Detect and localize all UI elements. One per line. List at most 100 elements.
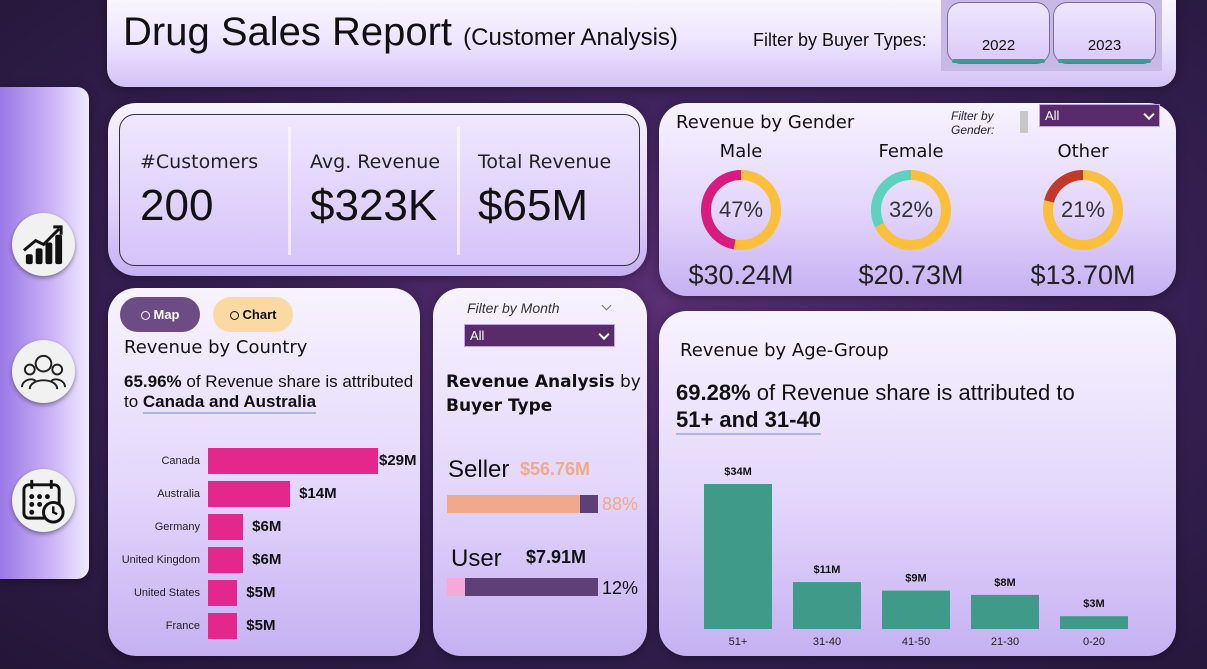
- gender-title: Revenue by Gender: [676, 112, 855, 133]
- gender-filter-scroll[interactable]: [1020, 111, 1028, 133]
- age-share-groups: 51+ and 31-40: [676, 407, 821, 435]
- user-label: User: [451, 545, 502, 572]
- sidebar: [0, 87, 89, 579]
- country-bar-row: United States $5M: [108, 580, 420, 606]
- year-filter-group: 2022 2023: [941, 0, 1162, 71]
- seller-amount: $56.76M: [520, 459, 591, 479]
- chevron-down-icon: [598, 328, 610, 340]
- chart-toggle-label: Chart: [242, 307, 277, 322]
- growth-chart-icon: [22, 225, 63, 265]
- country-value-label: $5M: [246, 584, 276, 601]
- month-filter-value: All: [470, 328, 485, 343]
- country-category-label: United States: [133, 587, 200, 599]
- seller-label: Seller: [448, 456, 510, 483]
- kpi-avg-revenue-label: Avg. Revenue: [310, 151, 441, 173]
- country-card: Map Chart Revenue by Country 65.96% of R…: [108, 288, 420, 656]
- user-pct: 12%: [602, 578, 639, 598]
- country-bar-row: United Kingdom $6M: [108, 547, 420, 573]
- buyer-type-filter-label: Filter by Buyer Types:: [753, 30, 927, 50]
- country-value-label: $5M: [246, 617, 276, 634]
- user-amount: $7.91M: [526, 547, 587, 567]
- kpi-total-revenue-value: $65M: [478, 181, 589, 230]
- gender-name: Female: [878, 141, 944, 162]
- month-filter-label-text: Filter by Month: [467, 300, 560, 316]
- year-2023-button[interactable]: 2023: [1053, 2, 1156, 64]
- country-bar-row: Canada $29M: [108, 448, 420, 474]
- age-category-label: 51+: [729, 636, 748, 648]
- seller-progress-fill: [447, 495, 580, 513]
- country-share-countries: Canada and Australia: [142, 392, 317, 414]
- chart-toggle-button[interactable]: Chart: [213, 297, 293, 332]
- page-title: Drug Sales Report (Customer Analysis): [123, 10, 678, 55]
- age-bar: [882, 590, 950, 629]
- nav-sales-button[interactable]: [12, 213, 75, 276]
- gender-amount: $13.70M: [1030, 260, 1136, 290]
- age-category-label: 0-20: [1083, 636, 1105, 648]
- kpi-divider: [288, 127, 291, 255]
- calendar-clock-icon: [22, 479, 65, 524]
- kpi-card: #Customers 200 Avg. Revenue $323K Total …: [108, 103, 647, 276]
- buyer-title-bold: Revenue Analysis: [446, 372, 615, 392]
- country-category-label: Australia: [157, 488, 200, 500]
- age-share-sentence: of Revenue share is attributed to: [750, 380, 1075, 405]
- country-bar: [208, 514, 244, 540]
- age-value-label: $3M: [1083, 598, 1104, 610]
- age-value-label: $9M: [905, 573, 926, 585]
- header-bar: Drug Sales Report (Customer Analysis) Fi…: [107, 0, 1176, 87]
- country-bar: [208, 613, 238, 639]
- nav-time-button[interactable]: [12, 469, 75, 532]
- age-value-label: $11M: [814, 564, 841, 576]
- country-category-label: United Kingdom: [121, 554, 200, 566]
- donut-share-arc: [871, 170, 951, 250]
- user-progress-bar: [447, 578, 598, 596]
- chevron-down-icon: [601, 300, 612, 311]
- age-title: Revenue by Age-Group: [680, 340, 889, 361]
- country-bar-row: Australia $14M: [108, 481, 420, 507]
- gender-card: Revenue by Gender Filter by Gender: All …: [659, 103, 1176, 296]
- kpi-divider: [457, 127, 460, 255]
- map-radio-icon: [140, 311, 150, 320]
- buyer-title-bold2: Buyer Type: [446, 396, 553, 416]
- seller-pct: 88%: [602, 494, 639, 514]
- country-category-label: Germany: [154, 521, 200, 533]
- kpi-avg-revenue-value: $323K: [310, 181, 438, 230]
- age-category-label: 21-30: [991, 636, 1019, 648]
- age-card: Revenue by Age-Group 69.28% of Revenue s…: [659, 311, 1176, 656]
- country-bar-row: Germany $6M: [108, 514, 420, 540]
- map-toggle-button[interactable]: Map: [120, 297, 200, 332]
- age-bar: [793, 582, 861, 629]
- gender-pct: 47%: [718, 197, 764, 222]
- age-bar-chart: $34M 51+ $11M 31-40 $9M 41-50 $8M 21-30 $3M 0-20: [704, 466, 1128, 648]
- gender-donut: 21%: [1041, 168, 1125, 252]
- donut-share-arc: [701, 170, 781, 250]
- country-share-text: 65.96% of Revenue share is attributed to…: [124, 372, 420, 414]
- kpi-total-revenue-label: Total Revenue: [478, 151, 612, 173]
- gender-filter-label: Filter by Gender:: [951, 109, 995, 137]
- year-2022-button[interactable]: 2022: [947, 2, 1050, 64]
- kpi-customers-value: 200: [140, 181, 214, 230]
- age-share-pct: 69.28%: [676, 380, 751, 405]
- nav-customers-button[interactable]: [12, 340, 75, 403]
- chevron-down-icon: [1143, 108, 1155, 120]
- gender-filter-dropdown[interactable]: All: [1039, 104, 1160, 127]
- age-bar: [971, 594, 1039, 629]
- gender-name: Male: [719, 141, 763, 162]
- country-share-sentence: of Revenue share is attributed to: [124, 372, 414, 411]
- age-bar: [1060, 616, 1128, 629]
- kpi-customers-label: #Customers: [140, 151, 259, 173]
- age-bar: [704, 484, 772, 629]
- seller-progress-bar: [447, 495, 598, 513]
- month-filter-dropdown[interactable]: All: [464, 324, 615, 347]
- country-value-label: $6M: [252, 551, 282, 568]
- country-title: Revenue by Country: [124, 337, 308, 358]
- age-category-label: 31-40: [813, 636, 841, 648]
- customers-group-icon: [20, 354, 67, 390]
- gender-filter-value: All: [1045, 108, 1060, 123]
- gender-name: Other: [1057, 141, 1109, 162]
- donut-share-arc: [1043, 170, 1123, 250]
- gender-other-panel: Other 21% $13.70M: [1003, 141, 1163, 291]
- month-filter-label: Filter by Month: [467, 300, 612, 316]
- country-category-label: Canada: [161, 455, 200, 467]
- age-value-label: $8M: [994, 577, 1015, 589]
- age-share-text: 69.28% of Revenue share is attributed to…: [676, 379, 1075, 435]
